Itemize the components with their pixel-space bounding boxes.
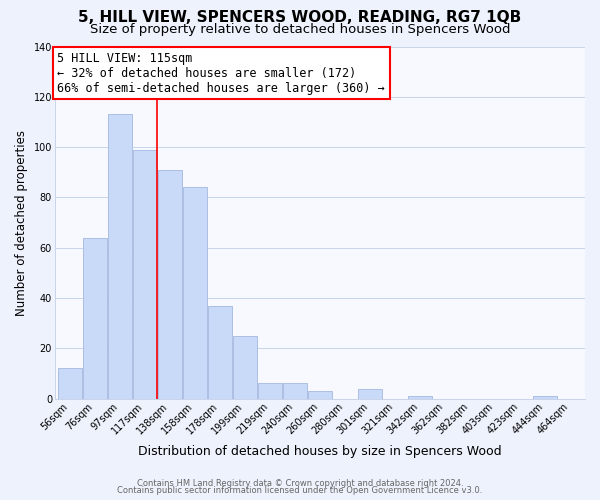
Bar: [183, 188, 207, 398]
Bar: [108, 114, 132, 399]
Bar: [533, 396, 557, 398]
Bar: [258, 384, 282, 398]
Text: 5 HILL VIEW: 115sqm
← 32% of detached houses are smaller (172)
66% of semi-detac: 5 HILL VIEW: 115sqm ← 32% of detached ho…: [58, 52, 385, 94]
Text: Contains public sector information licensed under the Open Government Licence v3: Contains public sector information licen…: [118, 486, 482, 495]
Bar: [158, 170, 182, 398]
Text: 5, HILL VIEW, SPENCERS WOOD, READING, RG7 1QB: 5, HILL VIEW, SPENCERS WOOD, READING, RG…: [79, 10, 521, 25]
Bar: [308, 391, 332, 398]
Bar: [133, 150, 157, 398]
Y-axis label: Number of detached properties: Number of detached properties: [15, 130, 28, 316]
X-axis label: Distribution of detached houses by size in Spencers Wood: Distribution of detached houses by size …: [138, 444, 502, 458]
Bar: [408, 396, 432, 398]
Text: Size of property relative to detached houses in Spencers Wood: Size of property relative to detached ho…: [90, 22, 510, 36]
Bar: [283, 384, 307, 398]
Bar: [208, 306, 232, 398]
Bar: [83, 238, 107, 398]
Bar: [233, 336, 257, 398]
Bar: [58, 368, 82, 398]
Bar: [358, 388, 382, 398]
Text: Contains HM Land Registry data © Crown copyright and database right 2024.: Contains HM Land Registry data © Crown c…: [137, 478, 463, 488]
